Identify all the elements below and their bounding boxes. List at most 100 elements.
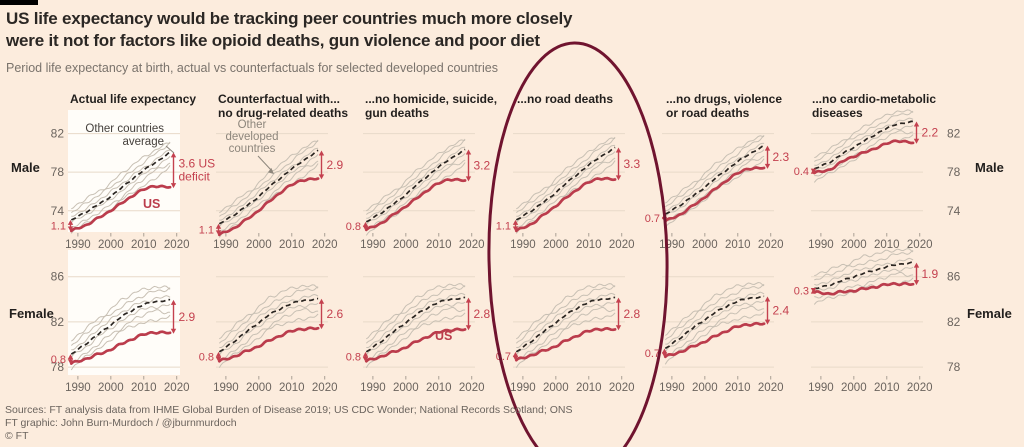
- start-gap-label: 0.8: [346, 352, 361, 364]
- peer-country-line: [70, 314, 171, 371]
- y-tick-label: 82: [947, 315, 961, 329]
- peer-country-line: [219, 139, 319, 217]
- y-tick-label: 74: [947, 204, 961, 218]
- y-tick-label: 86: [51, 270, 65, 284]
- x-tick-label: 2020: [907, 239, 933, 251]
- us-line: [812, 139, 915, 175]
- sources-note: Sources: FT analysis data from IHME Glob…: [5, 404, 573, 416]
- chart-subtitle: Period life expectancy at birth, actual …: [6, 61, 498, 75]
- peer-country-line: [218, 163, 319, 238]
- x-tick-label: 1990: [360, 239, 386, 251]
- average-line: [814, 261, 914, 290]
- start-gap-label: 0.8: [51, 354, 66, 366]
- x-tick-label: 2000: [246, 382, 272, 394]
- end-gap-arrow: [170, 152, 177, 189]
- end-gap-arrow: [465, 149, 472, 182]
- y-tick-label: 78: [51, 360, 65, 374]
- peer-country-line: [814, 117, 914, 166]
- x-tick-label: 2010: [426, 382, 452, 394]
- end-gap-label: 2.9: [179, 310, 196, 324]
- peer-country-line: [219, 147, 319, 221]
- peer-country-line: [665, 142, 765, 211]
- peer-country-line: [813, 124, 914, 173]
- x-tick-label: 2010: [725, 239, 751, 251]
- peer-country-line: [218, 286, 319, 344]
- x-tick-label: 2010: [131, 382, 157, 394]
- annotation-connector: [165, 145, 175, 154]
- column-header-actual: Actual life expectancy: [70, 92, 197, 106]
- x-tick-label: 2000: [98, 382, 124, 394]
- peer-country-line: [814, 248, 914, 277]
- x-tick-label: 2010: [131, 239, 157, 251]
- column-header-no-road: ...no road deaths: [517, 92, 614, 106]
- x-tick-label: 2020: [758, 382, 784, 394]
- x-tick-label: 2010: [426, 239, 452, 251]
- end-gap-label: 2.8: [474, 307, 491, 321]
- x-tick-label: 2000: [98, 239, 124, 251]
- annotation-arrowhead: [267, 167, 274, 174]
- x-tick-label: 2010: [279, 382, 305, 394]
- start-gap-label: 0.8: [346, 221, 361, 233]
- us-line: [663, 321, 766, 359]
- start-gap-label: 0.4: [794, 166, 809, 178]
- start-gap-arrow: [215, 223, 222, 236]
- end-gap-arrow: [764, 145, 771, 169]
- start-gap-arrow: [67, 354, 74, 365]
- other-developed-countries-label: developed: [225, 131, 278, 143]
- end-gap-label: 2.8: [624, 307, 641, 321]
- other-developed-countries-label: countries: [229, 143, 276, 155]
- us-line: [663, 166, 766, 223]
- us-line: [69, 330, 172, 365]
- column-header-no-drugs-violence: ...no drugs, violence or road deaths: [666, 92, 783, 120]
- x-tick-label: 2010: [576, 382, 602, 394]
- page-title-line1: US life expectancy would be tracking pee…: [6, 9, 573, 28]
- peer-country-line: [664, 300, 765, 353]
- x-tick-label: 2000: [841, 382, 867, 394]
- x-tick-label: 2010: [725, 382, 751, 394]
- average-line: [218, 149, 319, 225]
- average-line: [814, 120, 914, 170]
- x-tick-label: 2020: [609, 382, 635, 394]
- y-tick-label: 82: [51, 315, 65, 329]
- peer-country-line: [365, 153, 466, 226]
- start-gap-label: 1.1: [51, 221, 66, 233]
- x-tick-label: 2000: [393, 239, 419, 251]
- x-tick-label: 2020: [164, 239, 190, 251]
- row-label-male-right: Male: [975, 160, 1004, 175]
- peer-country-line: [814, 109, 914, 159]
- start-gap-label: 0.7: [645, 213, 660, 225]
- average-line: [664, 144, 765, 215]
- start-gap-label: 0.7: [496, 351, 511, 363]
- peer-country-line: [516, 144, 616, 217]
- us-line: [217, 177, 320, 237]
- x-tick-label: 2020: [907, 382, 933, 394]
- other-countries-average-label: Other countries: [85, 123, 164, 135]
- start-gap-label: 1.1: [496, 221, 511, 233]
- other-countries-average-label: average: [122, 136, 164, 148]
- peer-country-line: [219, 293, 319, 348]
- x-tick-label: 2020: [312, 239, 338, 251]
- average-line: [365, 148, 466, 223]
- peer-country-line: [71, 295, 171, 351]
- x-tick-label: 2020: [758, 239, 784, 251]
- peer-country-line: [71, 285, 171, 342]
- facet-chart-f2: 1990 2000 2010 2020 0.8 2.6: [199, 276, 344, 394]
- facet-chart-f6: 1990 2000 2010 2020 78 82 86 0.3 1.9: [794, 248, 961, 394]
- y-tick-label: 82: [947, 127, 961, 141]
- y-tick-label: 78: [947, 165, 961, 179]
- us-line: [364, 327, 467, 363]
- x-tick-label: 1990: [808, 382, 834, 394]
- x-tick-label: 2000: [246, 239, 272, 251]
- us-series-label: US: [143, 197, 160, 211]
- column-header-no-drugs: Counterfactual with... no drug-related d…: [218, 92, 349, 120]
- average-line: [515, 146, 616, 221]
- facet-chart-m6: 1990 2000 2010 2020 74 78 82 0.4 2.2: [794, 109, 961, 251]
- us-line: [217, 326, 320, 363]
- average-line: [365, 296, 466, 353]
- x-tick-label: 2000: [393, 382, 419, 394]
- row-label-male-left: Male: [11, 160, 40, 175]
- peer-country-line: [218, 154, 319, 228]
- x-tick-label: 1990: [65, 382, 91, 394]
